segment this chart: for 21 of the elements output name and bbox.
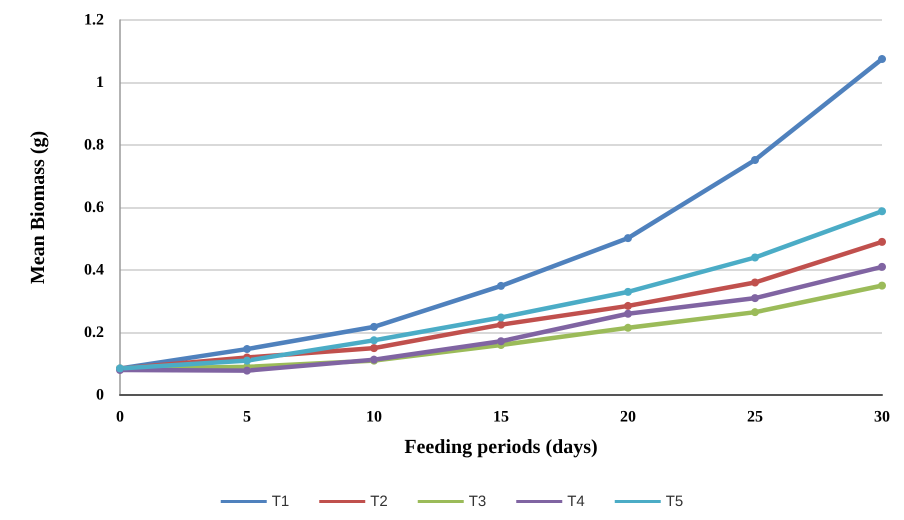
y-axis-title: Mean Biomass (g) [27,130,49,284]
x-tick-label: 10 [366,408,382,426]
y-tick-label: 0.2 [84,324,104,341]
y-tick-label: 1 [96,74,104,91]
y-tick-label: 0.6 [84,199,104,216]
x-tick-label: 0 [116,408,124,426]
x-tick-label: 30 [874,408,890,426]
legend-label: T2 [370,493,388,510]
y-tick-label: 0 [96,386,104,404]
y-tick-label: 1.2 [84,12,104,28]
legend-label: T4 [567,493,585,510]
x-tick-label: 15 [493,408,509,426]
legend-label: T3 [468,493,486,510]
y-tick-label: 0.4 [84,262,104,278]
legend-label: T5 [666,493,684,510]
y-tick-label: 0.8 [84,136,104,154]
legend-label: T1 [272,493,290,510]
x-tick-label: 20 [620,408,636,426]
x-tick-label: 5 [243,408,251,426]
x-axis-title: Feeding periods (days) [404,436,598,458]
x-tick-label: 25 [747,408,763,426]
